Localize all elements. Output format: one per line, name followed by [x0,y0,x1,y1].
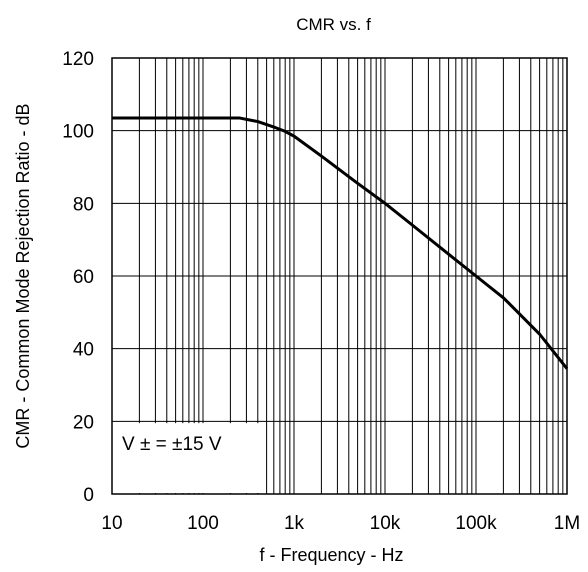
x-axis-label: f - Frequency - Hz [259,545,403,565]
y-tick-label: 60 [73,267,94,288]
x-tick-label: 10 [101,513,122,534]
y-tick-label: 120 [62,49,94,70]
annotation-box [113,423,265,493]
y-axis-label: CMR - Common Mode Rejection Ratio - dB [13,103,33,448]
x-tick-label: 1M [554,513,580,534]
x-tick-label: 100 [187,513,219,534]
chart-title: CMR vs. f [296,15,371,34]
x-tick-label: 100k [455,513,497,534]
y-tick-label: 20 [73,412,94,433]
y-tick-label: 40 [73,340,94,361]
annotation-label: V ± = ±15 V [122,434,222,455]
y-tick-label: 100 [62,122,94,143]
y-tick-label: 80 [73,194,94,215]
x-tick-label: 10k [370,513,401,534]
cmr-curve [112,116,569,370]
plot-border [111,57,568,495]
x-tick-label: 1k [284,513,305,534]
y-tick-label: 0 [83,485,94,506]
